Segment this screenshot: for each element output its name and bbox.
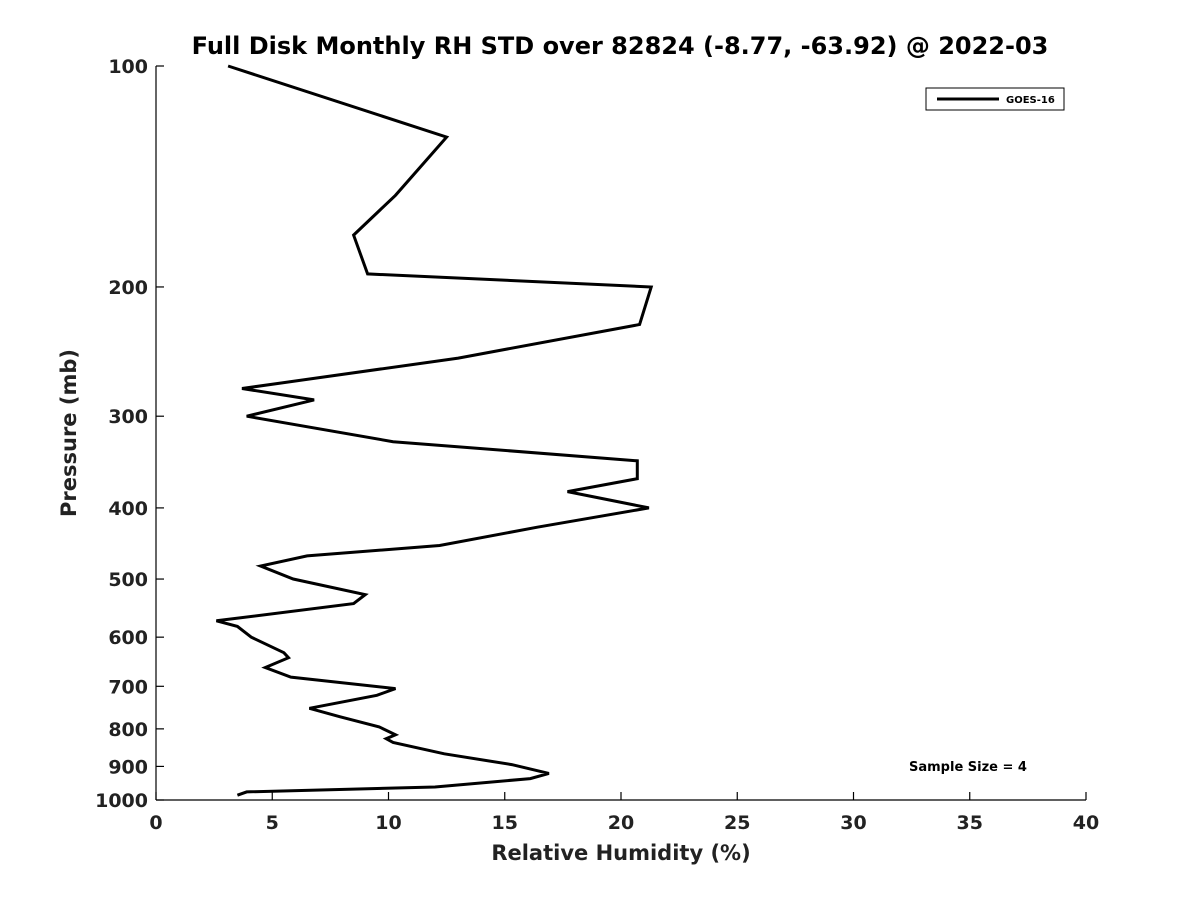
plot-frame [155, 66, 1086, 801]
x-tick-label: 35 [957, 812, 983, 834]
y-tick-label: 800 [108, 719, 148, 741]
y-tick-label: 100 [108, 56, 148, 78]
x-tick-label: 0 [149, 812, 162, 834]
x-tick-label: 15 [492, 812, 518, 834]
x-axis-label: Relative Humidity (%) [491, 841, 750, 865]
x-tick-label: 25 [724, 812, 750, 834]
y-tick-label: 1000 [95, 790, 148, 812]
legend: GOES-16 [925, 87, 1065, 111]
chart-title: Full Disk Monthly RH STD over 82824 (-8.… [192, 32, 1049, 60]
series-line-goes-16 [216, 64, 654, 797]
sample-size-annotation: Sample Size = 4 [909, 760, 1027, 775]
x-tick-label: 40 [1073, 812, 1099, 834]
x-axis-ticks: 0 5 10 15 20 25 30 35 40 [149, 792, 1099, 834]
x-tick-label: 20 [608, 812, 634, 834]
y-tick-label: 500 [108, 569, 148, 591]
y-tick-label: 700 [108, 676, 148, 698]
y-tick-label: 300 [108, 406, 148, 428]
y-tick-label: 400 [108, 498, 148, 520]
y-axis-ticks: 100 200 300 400 500 600 700 800 900 1000 [95, 56, 164, 812]
y-tick-label: 600 [108, 627, 148, 649]
y-tick-label: 200 [108, 277, 148, 299]
y-tick-label: 900 [108, 756, 148, 778]
y-axis-label: Pressure (mb) [57, 349, 81, 517]
legend-entry: GOES-16 [1006, 95, 1055, 106]
x-tick-label: 10 [375, 812, 401, 834]
x-tick-label: 5 [266, 812, 279, 834]
x-tick-label: 30 [840, 812, 866, 834]
